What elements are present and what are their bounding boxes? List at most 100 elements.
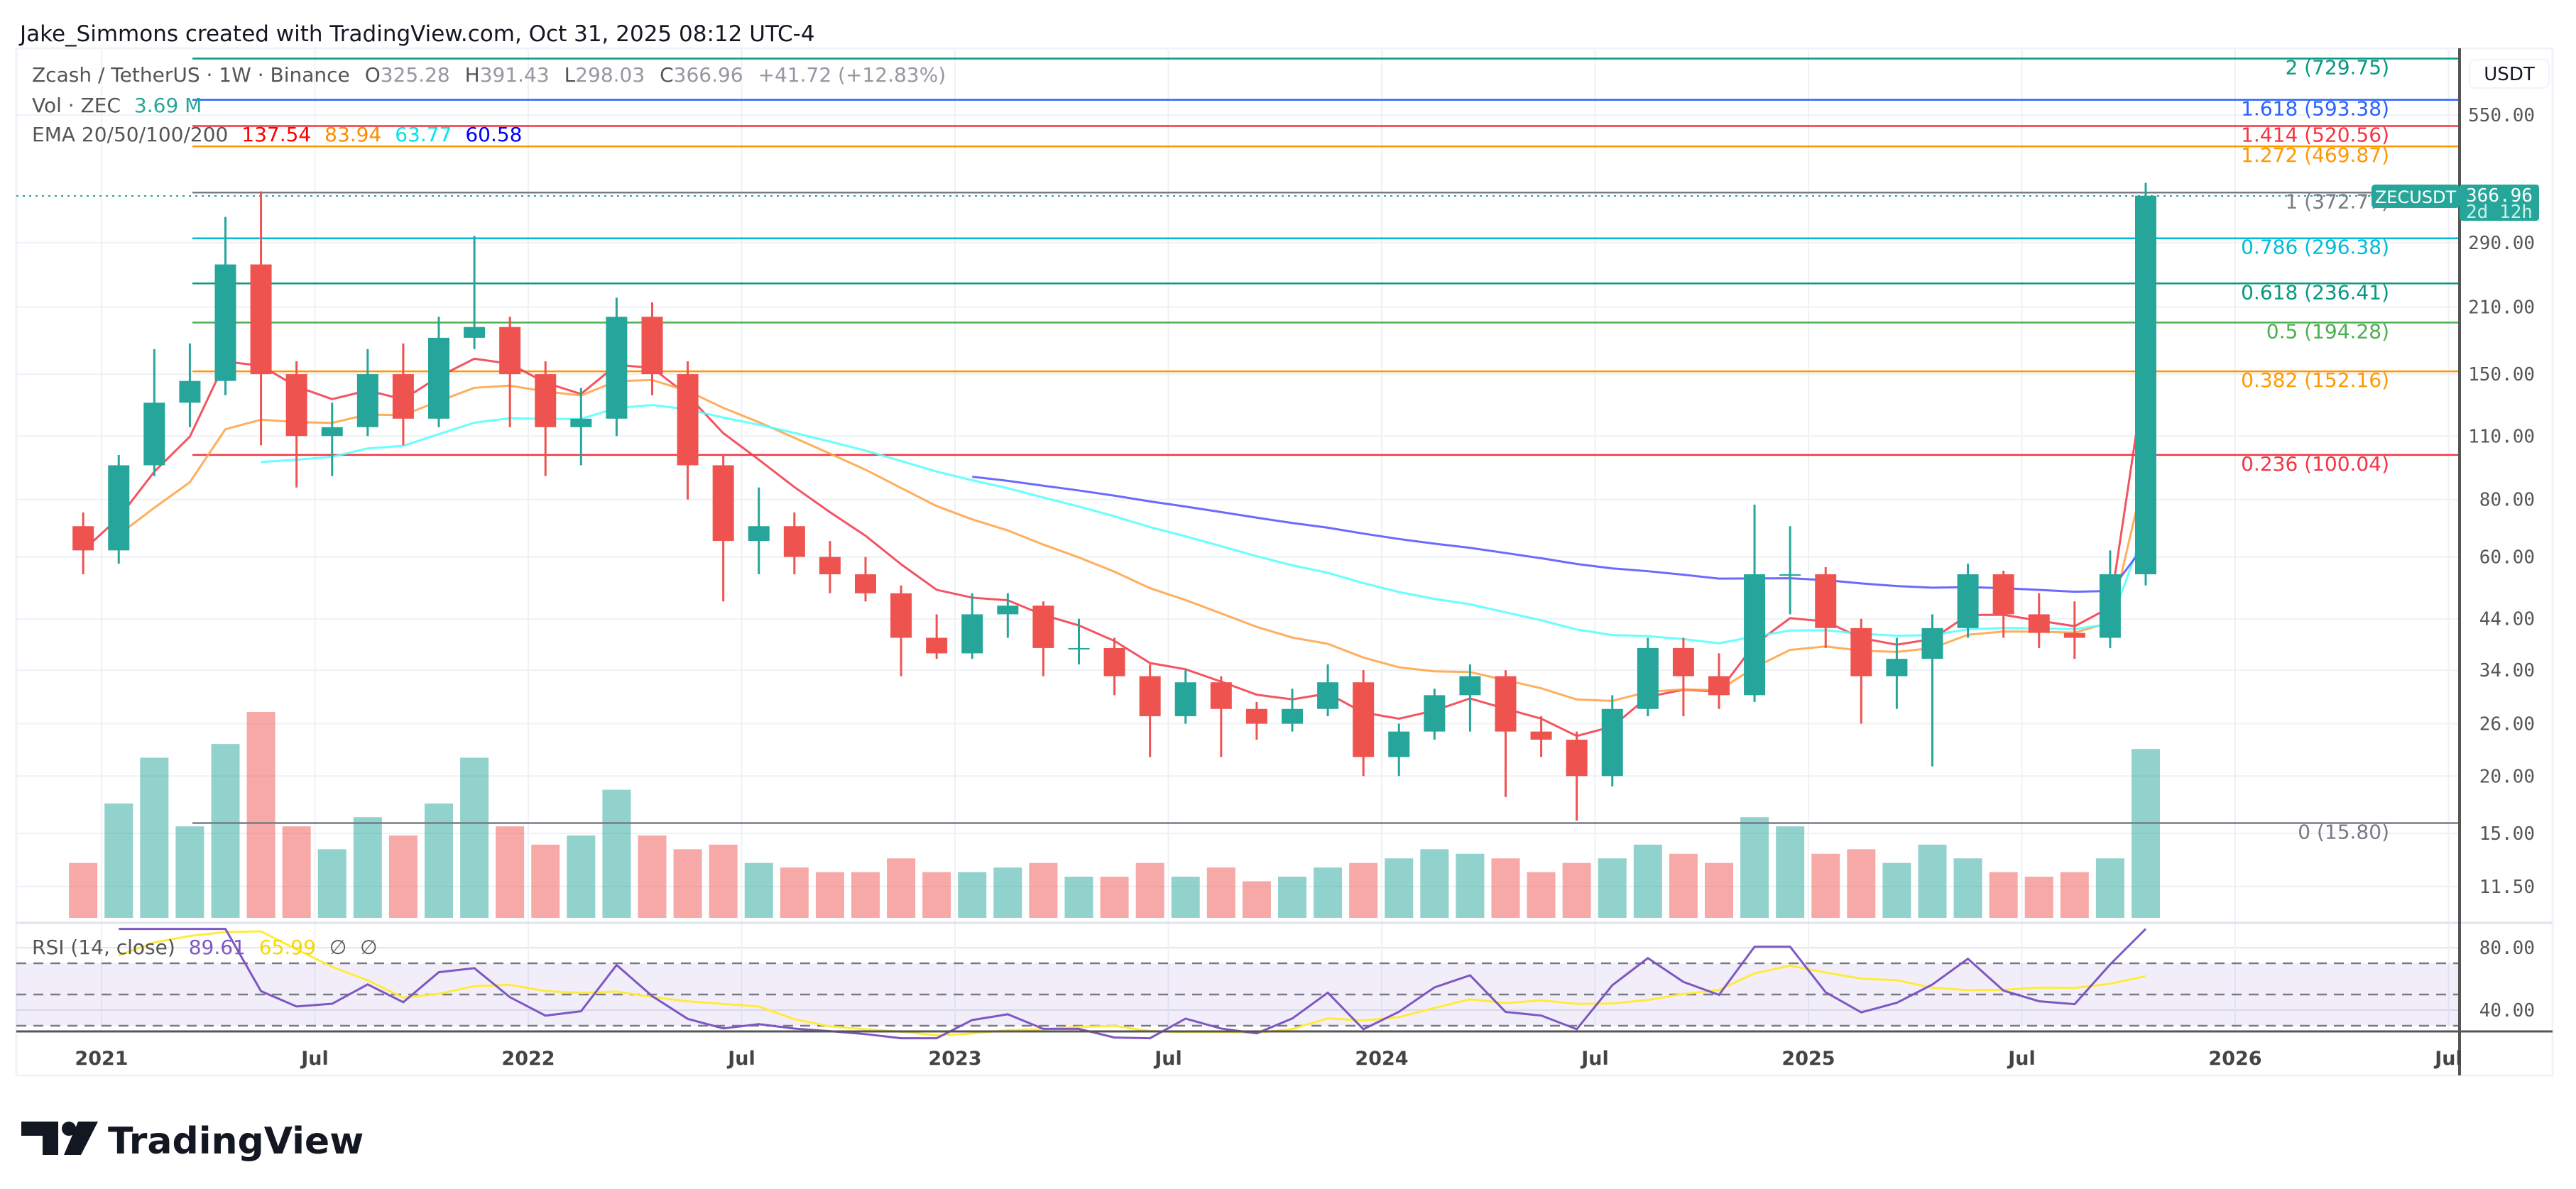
candle-body	[427, 337, 449, 419]
candle-body	[1566, 740, 1588, 777]
volume-bar	[1171, 877, 1200, 918]
volume-bar	[1491, 858, 1520, 918]
volume-bar	[1953, 858, 1982, 918]
volume-bar	[460, 757, 489, 918]
price-tick-label: 150.00	[2468, 364, 2535, 385]
candle-body	[641, 317, 663, 375]
fib-label: 2 (729.75)	[2285, 56, 2389, 80]
time-tick-label: Jul	[726, 1048, 755, 1070]
currency-button[interactable]	[2469, 59, 2550, 89]
fib-label: 0 (15.80)	[2298, 821, 2389, 844]
candle-body	[961, 614, 983, 654]
rsi-ma-value: 65.99	[259, 936, 316, 959]
fib-label: 0.236 (100.04)	[2241, 452, 2389, 476]
volume-bar	[496, 826, 525, 918]
candle-body	[819, 557, 841, 575]
candle-body	[748, 526, 770, 542]
candle-body	[1174, 682, 1196, 716]
fib-levels: 2 (729.75) 1.618 (593.38)1.414 (520.56)1.…	[192, 56, 2460, 844]
candle-body	[1032, 606, 1054, 648]
volume-bar	[1989, 872, 2018, 918]
candle-body	[783, 526, 805, 557]
fib-label: 0.5 (194.28)	[2266, 319, 2389, 343]
candle-body	[1815, 574, 1837, 628]
volume-bar	[1242, 881, 1271, 918]
volume-bar	[567, 835, 596, 918]
low-label: L	[564, 63, 576, 87]
volume-bar	[175, 826, 204, 918]
time-tick-label: 2023	[928, 1048, 981, 1070]
rsi-pane	[16, 928, 2460, 1040]
candle-body	[1210, 682, 1232, 709]
volume-bar	[1633, 844, 1662, 918]
high-value: 391.43	[480, 63, 550, 87]
candle-body	[1957, 574, 1979, 628]
candle-body	[321, 427, 343, 437]
open-label: O	[365, 63, 381, 87]
rsi-tick-label: 80.00	[2479, 938, 2535, 959]
volume-bar	[104, 803, 133, 918]
candle-body	[1850, 628, 1872, 676]
volume-bar	[2095, 858, 2124, 918]
symbol-tag	[2372, 185, 2460, 208]
volume-bar	[673, 849, 702, 918]
candle-body	[1779, 574, 1801, 576]
volume-bar	[993, 867, 1022, 918]
volume-bar	[1100, 877, 1129, 918]
candle-body	[1708, 676, 1730, 696]
volume-bar	[1669, 853, 1698, 918]
volume-bar	[282, 826, 311, 918]
candle-body	[1921, 628, 1943, 659]
fib-label: 1.272 (469.87)	[2241, 143, 2389, 167]
candles	[72, 182, 2156, 821]
price-tick-label: 20.00	[2479, 766, 2535, 787]
candle-body	[1744, 574, 1766, 696]
price-tick-label: 110.00	[2468, 426, 2535, 447]
candle-body	[392, 374, 414, 419]
volume-bar	[851, 872, 880, 918]
candle-body	[1353, 682, 1375, 757]
ema50-value: 83.94	[324, 123, 381, 146]
ema50-line	[118, 378, 2147, 702]
volume-bar	[1776, 826, 1805, 918]
tradingview-logo[interactable]: TradingView	[21, 1120, 364, 1163]
candle-body	[2028, 614, 2050, 633]
price-tick-label: 60.00	[2479, 547, 2535, 569]
volume-bar	[2131, 749, 2160, 918]
candle-body	[1637, 647, 1659, 709]
time-tick-label: 2026	[2208, 1048, 2261, 1070]
volume-bar	[1598, 858, 1627, 918]
rsi-tick-label: 40.00	[2479, 1000, 2535, 1021]
rsi-na-2: ∅	[360, 936, 377, 959]
volume-bar	[211, 744, 240, 918]
time-tick-label: Jul	[1153, 1048, 1182, 1070]
candle-body	[677, 374, 699, 466]
low-value: 298.03	[575, 63, 645, 87]
fib-label: 1.414 (520.56)	[2241, 123, 2389, 146]
candle-body	[890, 593, 912, 638]
volume-bar	[1064, 877, 1093, 918]
volume-bar	[531, 844, 560, 918]
candle-body	[1103, 647, 1125, 676]
time-axis[interactable]: 2021 Jul 2022 Jul 2023 Jul 2024 Jul 2025 Jul 2026 J…	[75, 1048, 2462, 1070]
price-tick-label: 80.00	[2479, 490, 2535, 511]
volume-bar	[388, 835, 417, 918]
price-axis[interactable]: 550.00 290.00 210.00 150.00 110.00 80.00 60.00…	[2468, 105, 2535, 1021]
candle-body	[2063, 632, 2085, 638]
fib-label: 0.382 (152.16)	[2241, 368, 2389, 392]
fib-label: 0.786 (296.38)	[2241, 236, 2389, 259]
candle-body	[499, 327, 521, 375]
volume-bar	[709, 844, 738, 918]
volume-value: 3.69 M	[134, 94, 202, 117]
volume-label: Vol · ZEC	[32, 94, 121, 117]
volume-bar	[602, 789, 631, 918]
volume-bar	[317, 849, 346, 918]
candle-body	[143, 402, 165, 466]
volume-bar	[353, 817, 382, 918]
volume-bar	[1314, 867, 1343, 918]
candle-body	[2134, 195, 2156, 575]
candle-body	[712, 465, 734, 542]
countdown-text: 2d 12h	[2466, 202, 2533, 223]
legend-symbol: Zcash / TetherUS · 1W · Binance	[32, 63, 350, 87]
